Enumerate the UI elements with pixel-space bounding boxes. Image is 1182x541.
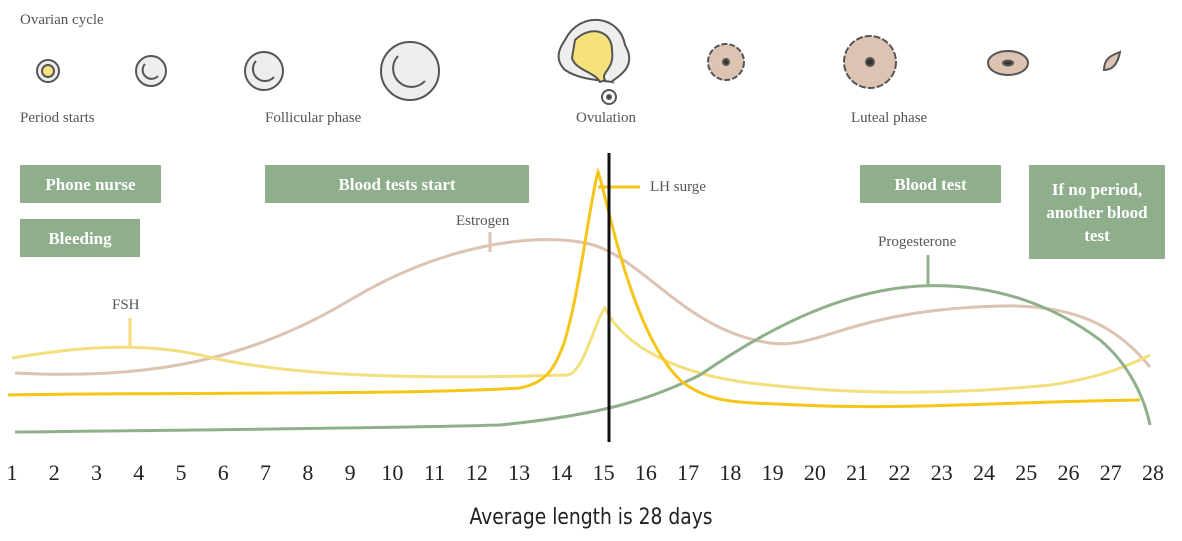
day-label: 13 xyxy=(508,460,530,486)
day-label: 27 xyxy=(1100,460,1122,486)
day-label: 6 xyxy=(218,460,229,486)
day-label: 14 xyxy=(550,460,572,486)
day-label: 19 xyxy=(762,460,784,486)
box: Blood tests start xyxy=(265,165,529,203)
page: Ovarian cycle Period starts Follicular p… xyxy=(0,0,1182,541)
fsh-curve xyxy=(12,308,1150,392)
day-label: 1 xyxy=(7,460,18,486)
footer: Average length is 28 days xyxy=(89,505,1094,530)
day-label: 21 xyxy=(846,460,868,486)
day-label: 12 xyxy=(466,460,488,486)
box: Bleeding xyxy=(20,219,140,257)
box: Blood test xyxy=(860,165,1001,203)
hormone-label: Progesterone xyxy=(878,234,956,251)
day-label: 9 xyxy=(345,460,356,486)
curves xyxy=(8,172,1150,432)
phase-label: Follicular phase xyxy=(265,110,361,127)
hormone-label: Estrogen xyxy=(456,213,509,230)
day-label: 11 xyxy=(424,460,445,486)
day-label: 3 xyxy=(91,460,102,486)
day-label: 8 xyxy=(302,460,313,486)
day-label: 2 xyxy=(49,460,60,486)
hormone-label: FSH xyxy=(112,297,140,314)
day-label: 26 xyxy=(1057,460,1079,486)
day-label: 28 xyxy=(1142,460,1164,486)
day-label: 17 xyxy=(677,460,699,486)
day-label: 20 xyxy=(804,460,826,486)
phase-label: Period starts xyxy=(20,110,95,127)
phase-label: Luteal phase xyxy=(851,110,927,127)
title: Ovarian cycle xyxy=(20,12,104,29)
hormone-label: LH surge xyxy=(650,179,706,196)
day-label: 23 xyxy=(931,460,953,486)
box: If no period, another blood test xyxy=(1029,165,1165,259)
day-label: 5 xyxy=(176,460,187,486)
day-label: 10 xyxy=(381,460,403,486)
day-label: 4 xyxy=(133,460,144,486)
day-label: 16 xyxy=(635,460,657,486)
day-label: 24 xyxy=(973,460,995,486)
day-label: 18 xyxy=(719,460,741,486)
day-label: 15 xyxy=(593,460,615,486)
box: Phone nurse xyxy=(20,165,161,203)
icons xyxy=(37,20,1120,104)
phase-label: Ovulation xyxy=(576,110,636,127)
day-label: 25 xyxy=(1015,460,1037,486)
day-label: 22 xyxy=(888,460,910,486)
day-label: 7 xyxy=(260,460,271,486)
